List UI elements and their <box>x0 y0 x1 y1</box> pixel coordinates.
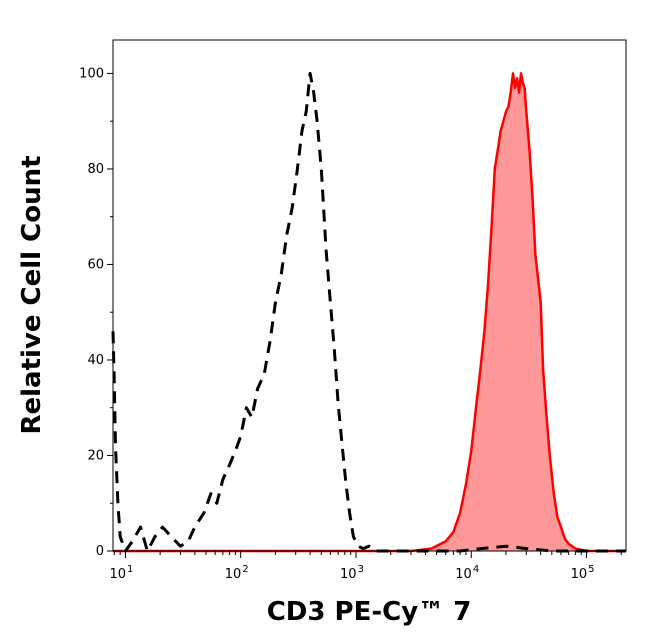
y-tick-label: 100 <box>79 66 104 81</box>
y-tick-label: 40 <box>87 353 104 368</box>
y-tick-label: 80 <box>87 162 104 177</box>
y-tick-label: 0 <box>96 544 104 559</box>
plot-frame <box>112 39 627 552</box>
x-axis-title: CD3 PE-Cy™ 7 <box>267 597 472 627</box>
x-tick-label: 102 <box>225 564 249 582</box>
x-tick-label: 104 <box>455 564 479 582</box>
y-axis-title: Relative Cell Count <box>17 155 47 434</box>
x-tick-label: 103 <box>340 564 364 582</box>
series-line-cd3-stained <box>113 72 626 553</box>
y-tick-label: 20 <box>87 448 104 463</box>
series-area-cd3-stained <box>113 73 626 552</box>
x-tick-label: 105 <box>571 564 595 582</box>
y-tick-label: 60 <box>87 257 104 272</box>
x-tick-label: 101 <box>109 564 133 582</box>
